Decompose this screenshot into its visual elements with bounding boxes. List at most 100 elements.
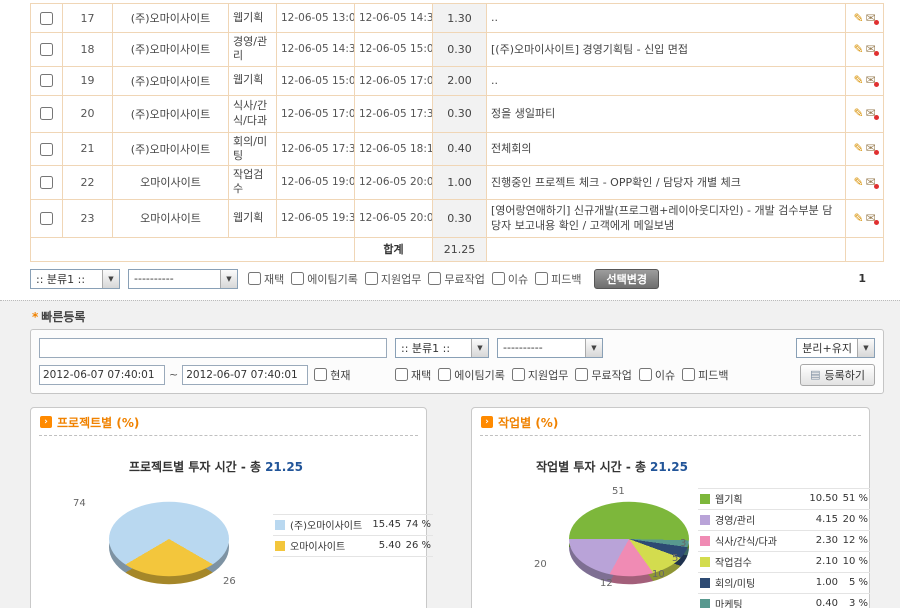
checkbox[interactable] [248, 272, 261, 286]
chevron-down-icon: ▼ [585, 338, 602, 357]
filter-checkbox-support[interactable]: 지원업무 [364, 271, 421, 287]
description-cell: 진행중인 프로젝트 체크 - OPP확인 / 담당자 개별 체크 [486, 165, 846, 200]
filter-checkbox-remote[interactable]: 재택 [248, 271, 284, 287]
quick-checkbox-issue[interactable]: 이슈 [638, 367, 675, 383]
edit-icon[interactable]: ✎ [853, 10, 864, 25]
checkbox[interactable] [682, 368, 696, 382]
checkbox[interactable] [511, 368, 525, 382]
task-legend: 웹기획 10.50 51 % 경영/관리 4.15 20 % 식사/ [698, 487, 871, 608]
quick-memo-input[interactable] [39, 337, 387, 358]
checkbox[interactable] [291, 272, 305, 286]
legend-row: 경영/관리 4.15 20 % [698, 510, 871, 531]
legend-swatch [275, 540, 285, 551]
row-checkbox[interactable] [40, 107, 53, 121]
checkbox[interactable] [535, 272, 549, 286]
end-time-cell: 12-06-05 14:30 [354, 3, 433, 33]
start-time-cell: 12-06-05 13:00 [276, 3, 355, 33]
checkbox[interactable] [491, 272, 505, 286]
checkbox[interactable] [438, 368, 452, 382]
row-number: 22 [62, 165, 113, 200]
total-label: 합계 [354, 236, 433, 262]
checkbox[interactable] [395, 368, 408, 382]
task-pie-chart [569, 501, 690, 585]
quick-checkbox-free[interactable]: 무료작업 [575, 367, 632, 383]
legend-swatch [700, 493, 711, 504]
end-time-cell: 12-06-05 15:00 [354, 32, 433, 67]
filter-checkbox-issue[interactable]: 이슈 [491, 271, 528, 287]
hours-cell: 2.00 [432, 65, 487, 96]
pie-label: 20 [534, 558, 547, 570]
end-time-cell: 12-06-05 17:30 [354, 94, 433, 133]
row-number: 17 [62, 3, 113, 33]
legend-row: 오마이사이트 5.40 26 % [273, 536, 433, 557]
edit-icon[interactable]: ✎ [853, 106, 864, 121]
bullet-star: * [32, 309, 39, 324]
checkbox[interactable] [364, 272, 378, 286]
legend-swatch [275, 519, 285, 530]
checkbox[interactable] [428, 272, 442, 286]
edit-icon[interactable]: ✎ [853, 73, 864, 88]
description-cell: 전체회의 [486, 131, 846, 167]
quick-category1-select[interactable]: :: 분류1 :: ▼ [395, 337, 489, 358]
row-number: 23 [62, 198, 113, 238]
checkbox[interactable] [638, 368, 652, 382]
now-checkbox[interactable]: 현재 [314, 367, 350, 383]
end-time-cell: 12-06-05 17:00 [354, 65, 433, 96]
row-checkbox[interactable] [40, 212, 53, 226]
register-button[interactable]: ▤ 등록하기 [800, 363, 875, 386]
quick-checkbox-support[interactable]: 지원업무 [511, 367, 568, 383]
legend-swatch [700, 556, 711, 567]
table-row: 21 (주)오마이사이트 회의/미팅 12-06-05 17:30 12-06-… [30, 131, 884, 167]
company-cell: 오마이사이트 [112, 198, 229, 238]
category-cell: 식사/간식/다과 [228, 94, 277, 133]
quick-checkbox-remote[interactable]: 재택 [395, 367, 431, 383]
description-cell: [(주)오마이사이트] 경영기획팀 - 신입 면접 [486, 32, 846, 67]
legend-swatch [700, 598, 711, 608]
quick-checkbox-ateam[interactable]: 에이팀기록 [438, 367, 505, 383]
mail-icon[interactable]: ✉ [866, 12, 879, 25]
project-pie-chart [109, 501, 229, 585]
description-cell: .. [486, 65, 846, 96]
row-checkbox[interactable] [40, 11, 53, 25]
end-time-cell: 12-06-05 20:00 [354, 198, 433, 238]
mail-icon[interactable]: ✉ [866, 176, 879, 189]
mail-icon[interactable]: ✉ [866, 74, 879, 88]
filter-checkbox-ateam[interactable]: 에이팀기록 [291, 271, 358, 287]
table-row: 18 (주)오마이사이트 경영/관리 12-06-05 14:30 12-06-… [30, 32, 884, 67]
edit-icon[interactable]: ✎ [853, 41, 864, 56]
mail-icon[interactable]: ✉ [866, 107, 879, 121]
filter-checkbox-free[interactable]: 무료작업 [428, 271, 485, 287]
edit-icon[interactable]: ✎ [853, 174, 864, 189]
row-checkbox[interactable] [40, 176, 53, 190]
row-checkbox[interactable] [40, 43, 53, 57]
checkbox[interactable] [575, 368, 589, 382]
pie-label: 12 [600, 577, 613, 589]
start-datetime-input[interactable] [39, 364, 165, 385]
page-number[interactable]: 1 [858, 272, 866, 286]
dashed-divider [480, 434, 861, 436]
checkbox[interactable] [314, 368, 328, 382]
pie-label: 74 [73, 497, 86, 509]
edit-icon[interactable]: ✎ [853, 141, 864, 156]
end-datetime-input[interactable] [182, 364, 309, 385]
pie-label: 51 [612, 485, 625, 497]
filter-checkbox-feedback[interactable]: 피드백 [535, 271, 581, 287]
apply-selection-button[interactable]: 선택변경 [594, 268, 659, 289]
task-chart-panel: › 작업별 (%) 작업별 투자 시간 - 총 21.25 51 20 12 10 [471, 406, 871, 608]
hours-cell: 0.30 [432, 198, 487, 238]
keep-mode-select[interactable]: 분리+유지 ▼ [796, 337, 875, 358]
quick-checkbox-feedback[interactable]: 피드백 [682, 367, 728, 383]
row-checkbox[interactable] [40, 142, 53, 156]
row-checkbox[interactable] [40, 74, 53, 88]
mail-icon[interactable]: ✉ [866, 212, 879, 225]
mail-icon[interactable]: ✉ [866, 142, 879, 156]
chart-title: 프로젝트별 투자 시간 - 총 21.25 [128, 459, 304, 474]
chevron-down-icon: ▼ [857, 338, 874, 357]
edit-icon[interactable]: ✎ [853, 210, 864, 225]
quick-category2-select[interactable]: ---------- ▼ [497, 337, 603, 358]
company-cell: (주)오마이사이트 [112, 3, 229, 33]
mail-icon[interactable]: ✉ [866, 43, 879, 56]
bottom-section: * 빠른등록 :: 분류1 :: ▼ ---------- ▼ 분리+유지 [0, 299, 900, 608]
category2-select[interactable]: ---------- ▼ [128, 268, 238, 289]
category1-select[interactable]: :: 분류1 :: ▼ [30, 268, 120, 289]
